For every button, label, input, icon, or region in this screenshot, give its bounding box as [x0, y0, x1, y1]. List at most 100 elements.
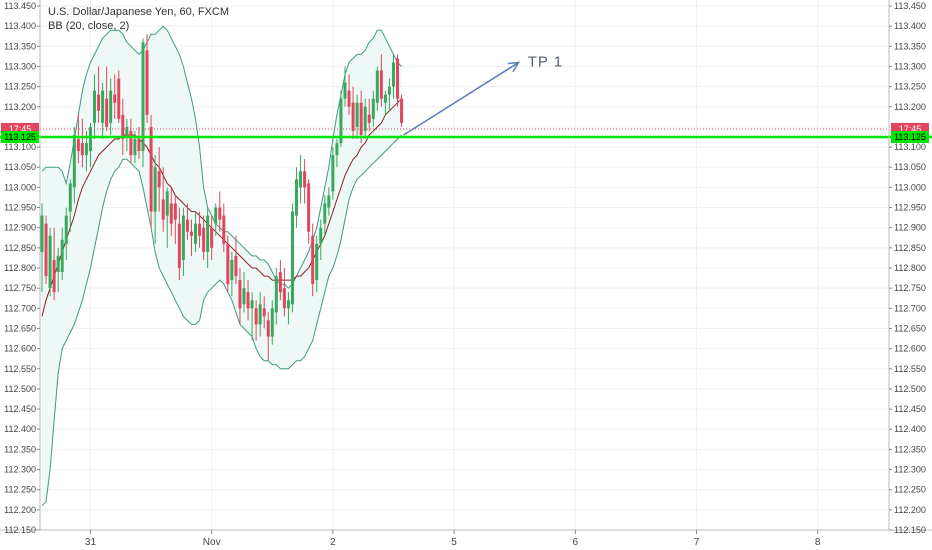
y-tick-label-right: 112.350	[894, 444, 926, 454]
y-tick-label-right: 113.400	[894, 21, 926, 31]
y-tick-label-left: 113.100	[4, 142, 36, 152]
candle-body	[299, 171, 303, 188]
candle-body	[97, 94, 101, 111]
candle-body	[335, 143, 339, 156]
candle-body	[76, 139, 80, 152]
candle-body	[282, 288, 286, 309]
candle-body	[327, 195, 331, 208]
y-tick-label-left: 113.450	[4, 1, 36, 11]
candle-body	[315, 243, 319, 281]
candle-body	[234, 255, 238, 277]
candle-body	[137, 139, 141, 152]
candle-body	[109, 90, 113, 123]
candle-body	[274, 276, 278, 313]
y-tick-label-right: 112.300	[894, 465, 926, 475]
candle-body	[60, 239, 64, 273]
y-tick-label-right: 113.000	[894, 182, 926, 192]
candle-body	[295, 179, 299, 216]
y-tick-label-right: 113.450	[894, 1, 926, 11]
candle-body	[391, 62, 395, 87]
candle-body	[149, 126, 153, 212]
candle-body	[383, 94, 387, 103]
y-tick-label-left: 112.850	[4, 243, 36, 253]
y-tick-label-right: 112.450	[894, 404, 926, 414]
support-price-label-right-bg	[891, 131, 929, 143]
support-price-label-left: 113.125	[4, 132, 36, 142]
x-tick-label: 8	[815, 537, 821, 548]
x-tick-label: Nov	[203, 537, 221, 548]
y-tick-label-left: 113.000	[4, 182, 36, 192]
candle-body	[113, 94, 117, 103]
candle-body	[242, 288, 246, 305]
candle-body	[153, 167, 157, 212]
y-tick-label-right: 112.550	[894, 364, 926, 374]
y-tick-label-left: 112.700	[4, 303, 36, 313]
candle-body	[367, 114, 371, 123]
y-tick-label-right: 112.900	[894, 223, 926, 233]
y-tick-label-left: 112.950	[4, 203, 36, 213]
y-tick-label-right: 112.650	[894, 323, 926, 333]
x-tick-label: 6	[572, 537, 578, 548]
candle-body	[101, 90, 105, 123]
candle-body	[246, 292, 250, 309]
candle-body	[165, 191, 169, 216]
tp-label[interactable]: TP 1	[528, 53, 563, 70]
y-tick-label-left: 113.050	[4, 162, 36, 172]
y-tick-label-left: 112.750	[4, 283, 36, 293]
y-tick-label-left: 112.900	[4, 223, 36, 233]
candlesticks	[40, 34, 404, 361]
y-tick-label-right: 113.050	[894, 162, 926, 172]
candle-body	[222, 215, 226, 244]
tp-arrow-head[interactable]	[507, 61, 521, 73]
y-tick-label-right: 112.850	[894, 243, 926, 253]
candle-body	[141, 42, 145, 152]
candle-body	[396, 58, 400, 99]
y-tick-label-right: 113.250	[894, 82, 926, 92]
candle-body	[290, 211, 294, 305]
bb-upper-line	[41, 25, 402, 289]
y-tick-label-left: 112.650	[4, 323, 36, 333]
candle-body	[80, 143, 84, 156]
candle-body	[157, 171, 161, 188]
candle-body	[400, 98, 404, 123]
candle-body	[181, 215, 185, 260]
y-tick-label-right: 113.350	[894, 41, 926, 51]
x-tick-label: 31	[85, 537, 97, 548]
bb-lower-line	[41, 134, 402, 507]
candle-body	[270, 308, 274, 337]
y-tick-label-left: 112.150	[4, 525, 36, 535]
last-price-label-left: 17:45	[9, 124, 32, 134]
candle-body	[133, 139, 137, 156]
candle-body	[129, 130, 133, 156]
last-price-label-right: 17:45	[899, 124, 922, 134]
y-tick-label-right: 112.950	[894, 203, 926, 213]
candle-body	[206, 215, 210, 252]
candle-body	[48, 235, 52, 289]
x-tick-label: 2	[330, 537, 336, 548]
candle-body	[238, 280, 242, 309]
y-tick-label-left: 112.550	[4, 364, 36, 374]
candle-body	[173, 203, 177, 220]
tp-arrow-line[interactable]	[403, 61, 520, 136]
candle-body	[359, 102, 363, 135]
candle-body	[52, 259, 56, 293]
candle-body	[254, 308, 258, 325]
candle-body	[185, 219, 189, 232]
annotations[interactable]: TP 1	[403, 53, 564, 136]
candle-body	[278, 272, 282, 293]
candle-body	[84, 143, 88, 156]
candle-body	[177, 223, 181, 268]
candle-body	[375, 70, 379, 103]
candle-body	[161, 199, 165, 220]
y-tick-label-left: 113.350	[4, 41, 36, 51]
candle-body	[307, 183, 311, 232]
chart-legend: U.S. Dollar/Japanese Yen, 60, FXCM BB (2…	[48, 5, 229, 33]
candle-body	[145, 50, 149, 115]
y-tick-label-left: 112.300	[4, 465, 36, 475]
candle-body	[44, 223, 48, 277]
overlay-lines	[0, 128, 932, 139]
candle-body	[371, 98, 375, 119]
y-tick-label-right: 113.300	[894, 61, 926, 71]
